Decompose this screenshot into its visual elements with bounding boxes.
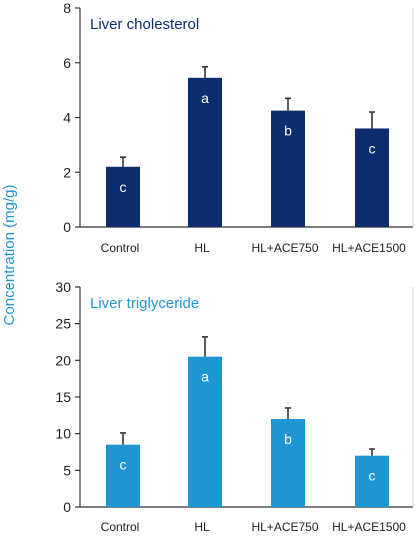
significance-letter: c xyxy=(120,179,127,195)
y-tick-label: 10 xyxy=(55,426,71,442)
x-tick-label: Control xyxy=(101,520,140,534)
panels: 0 2 4 6 8 Liver cholesterol c Control a HL b HL+ACE… xyxy=(55,0,414,534)
significance-letter: b xyxy=(284,431,292,447)
significance-letter: c xyxy=(369,468,376,484)
bar xyxy=(355,128,389,227)
bar xyxy=(355,455,389,507)
y-tick-label: 25 xyxy=(55,316,71,332)
bar xyxy=(188,77,222,228)
x-tick-label: HL+ACE1500 xyxy=(332,520,406,534)
bar xyxy=(188,356,222,507)
significance-letter: b xyxy=(284,123,292,139)
chart-title: Liver triglyceride xyxy=(90,295,199,312)
x-tick-label: HL xyxy=(194,520,210,534)
y-tick-label: 0 xyxy=(63,499,71,515)
y-tick-label: 15 xyxy=(55,389,71,405)
significance-letter: c xyxy=(120,457,127,473)
chart-panel-2: 0 5 10 15 20 25 30 Liver triglyceride c Control a H… xyxy=(55,279,414,534)
y-tick-label: 4 xyxy=(63,110,71,126)
significance-letter: a xyxy=(201,90,209,106)
x-tick-label: Control xyxy=(101,241,140,255)
chart-panel-1: 0 2 4 6 8 Liver cholesterol c Control a HL b HL+ACE… xyxy=(63,0,414,255)
y-tick-label: 5 xyxy=(63,462,71,478)
significance-letter: a xyxy=(201,369,209,385)
significance-letter: c xyxy=(369,140,376,156)
y-tick-label: 0 xyxy=(63,219,71,235)
y-tick-label: 8 xyxy=(63,0,71,16)
x-tick-label: HL+ACE750 xyxy=(251,520,318,534)
bar xyxy=(271,419,305,507)
bar xyxy=(106,444,140,507)
bar xyxy=(106,166,140,227)
y-tick-label: 30 xyxy=(55,279,71,295)
bar xyxy=(271,110,305,227)
x-tick-label: HL xyxy=(194,241,210,255)
y-tick-label: 6 xyxy=(63,55,71,71)
x-tick-label: HL+ACE1500 xyxy=(332,241,406,255)
chart-title: Liver cholesterol xyxy=(90,16,199,33)
y-tick-label: 2 xyxy=(63,164,71,180)
y-axis-label: Concentration (mg/g) xyxy=(1,185,18,326)
x-tick-label: HL+ACE750 xyxy=(251,241,318,255)
y-tick-label: 20 xyxy=(55,352,71,368)
